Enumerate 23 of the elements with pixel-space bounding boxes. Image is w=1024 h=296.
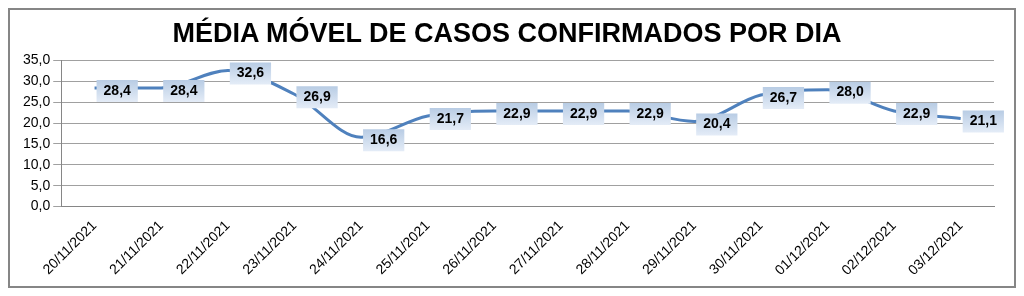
y-tick-label: 15,0 bbox=[23, 134, 51, 151]
y-tick-label: 25,0 bbox=[23, 93, 51, 110]
data-label: 28,4 bbox=[103, 81, 132, 98]
y-tick-label: 0,0 bbox=[30, 197, 51, 214]
data-label: 22,9 bbox=[569, 104, 598, 121]
data-label: 28,0 bbox=[836, 83, 864, 100]
data-label: 16,6 bbox=[370, 131, 398, 148]
data-label: 22,9 bbox=[636, 104, 665, 121]
y-tick-label: 5,0 bbox=[30, 176, 51, 193]
data-label: 21,7 bbox=[436, 109, 465, 126]
y-tick-label: 10,0 bbox=[23, 155, 51, 172]
data-label: 26,7 bbox=[769, 88, 798, 105]
data-label: 22,9 bbox=[903, 104, 931, 121]
chart-title: MÉDIA MÓVEL DE CASOS CONFIRMADOS POR DIA bbox=[172, 16, 842, 48]
data-label: 21,1 bbox=[969, 112, 998, 129]
data-label: 22,9 bbox=[503, 104, 531, 121]
y-tick-label: 30,0 bbox=[23, 72, 51, 89]
data-label: 20,4 bbox=[703, 115, 731, 132]
data-label: 26,9 bbox=[303, 88, 331, 105]
y-tick-label: 20,0 bbox=[23, 113, 51, 130]
y-tick-label: 35,0 bbox=[23, 51, 51, 68]
data-label: 28,4 bbox=[170, 81, 198, 98]
data-label: 32,6 bbox=[236, 64, 265, 81]
